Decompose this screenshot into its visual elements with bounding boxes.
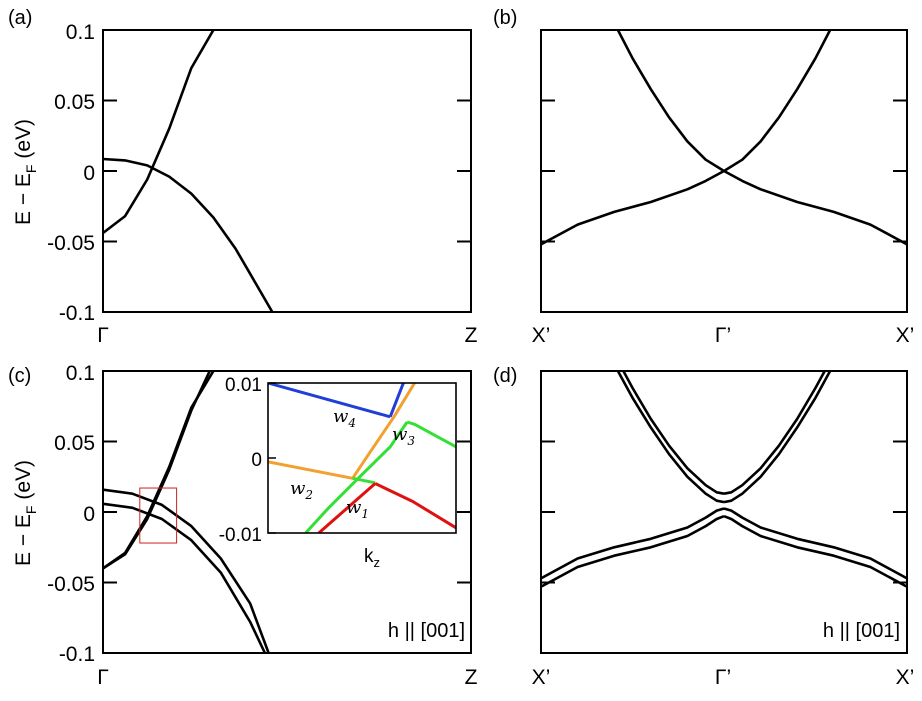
x-tick-label: Γ	[97, 324, 109, 347]
x-tick-label: Z	[465, 666, 478, 689]
axes-frame-b	[540, 29, 908, 313]
inset-band-4	[351, 383, 416, 480]
band-lines-d	[541, 371, 907, 588]
band-line-2	[103, 157, 274, 312]
y-tick-label: 0.05	[54, 91, 95, 114]
band-line-7	[622, 371, 725, 495]
panel-label-a: (a)	[8, 7, 32, 29]
axes-frame-a	[102, 29, 472, 313]
band-lines-c	[103, 371, 270, 653]
weyl-point-label-w1: w1	[346, 497, 369, 521]
panel-b: (b) X’ Γ’ X’	[493, 7, 914, 347]
band-line-1	[541, 507, 725, 580]
x-tick-label: Γ’	[715, 324, 731, 347]
inset-y-tick-label: 0	[251, 450, 262, 471]
weyl-point-label-w2: w2	[290, 478, 313, 502]
inset-frame	[267, 382, 457, 534]
axes-frame-d	[540, 370, 908, 654]
band-line-4	[103, 502, 267, 653]
x-tick-label: X’	[532, 324, 551, 347]
plot-area-a	[102, 29, 472, 313]
band-line-8	[723, 371, 826, 495]
band-lines-b	[541, 30, 907, 246]
band-line-1	[541, 169, 725, 246]
x-tick-label: Γ	[97, 666, 109, 689]
panel-d: (d) X’ Γ’ X’ h || [001]	[493, 365, 914, 689]
y-tick-label: 0.1	[66, 362, 95, 385]
panel-c: (c) E − EF (eV) 0.1 0.05 0 -0.05 -0.1 Γ …	[8, 362, 478, 689]
weyl-point-label-w4: w4	[333, 406, 356, 430]
x-tick-label: X’	[896, 324, 915, 347]
field-direction-note-d: h || [001]	[823, 620, 900, 642]
x-tick-label: X’	[896, 666, 915, 689]
y-tick-label: -0.1	[59, 302, 95, 325]
band-line-3	[616, 30, 725, 173]
band-line-4	[723, 514, 907, 588]
inset-band-9	[374, 482, 456, 530]
inset-bands	[268, 383, 456, 533]
axes-frame-c	[102, 370, 472, 654]
panel-label-c: (c)	[8, 365, 31, 387]
x-tick-label: Z	[465, 324, 478, 347]
inset-band-2	[388, 383, 405, 418]
y-tick-label: 0.1	[66, 21, 95, 44]
y-tick-label: -0.05	[47, 573, 95, 596]
zoom-box	[139, 487, 178, 544]
y-axis-label-a: E − EF (eV)	[12, 119, 39, 225]
inset-band-7	[352, 476, 376, 485]
panel-label-d: (d)	[493, 365, 517, 387]
band-line-5	[616, 371, 725, 504]
x-tick-label: X’	[532, 666, 551, 689]
y-tick-label: 0	[83, 503, 95, 526]
band-line-2	[723, 169, 907, 246]
band-line-4	[723, 30, 832, 173]
inset-band-8	[317, 482, 377, 533]
band-line-3	[103, 488, 270, 653]
inset-band-6	[406, 420, 456, 449]
y-tick-label: -0.05	[47, 232, 95, 255]
band-line-1	[103, 371, 211, 570]
band-line-6	[723, 371, 832, 504]
panel-label-b: (b)	[493, 7, 517, 29]
band-lines-a	[103, 30, 274, 312]
panel-a: (a) E − EF (eV) 0.1 0.05 0 -0.05 -0.1 Γ …	[8, 7, 478, 347]
plot-area-b	[540, 29, 908, 313]
y-axis-label-c: E − EF (eV)	[12, 460, 39, 566]
band-line-1	[103, 30, 215, 235]
inset-x-axis-label: kz	[364, 546, 380, 570]
inset-y-tick-label: -0.01	[219, 525, 262, 546]
band-line-2	[103, 371, 215, 570]
weyl-point-label-w3: w3	[392, 424, 415, 448]
field-direction-note-c: h || [001]	[388, 620, 465, 642]
y-tick-label: 0.05	[54, 432, 95, 455]
plot-area-c	[102, 370, 472, 654]
inset-zoom	[267, 382, 457, 534]
y-tick-label: -0.1	[59, 643, 95, 666]
band-line-2	[723, 507, 907, 580]
inset-band-3	[268, 460, 353, 480]
band-line-3	[541, 514, 725, 588]
inset-y-tick-label: 0.01	[225, 375, 262, 396]
plot-area-d	[540, 370, 908, 654]
x-tick-label: Γ’	[715, 666, 731, 689]
y-tick-label: 0	[83, 162, 95, 185]
inset-band-1	[268, 383, 391, 419]
